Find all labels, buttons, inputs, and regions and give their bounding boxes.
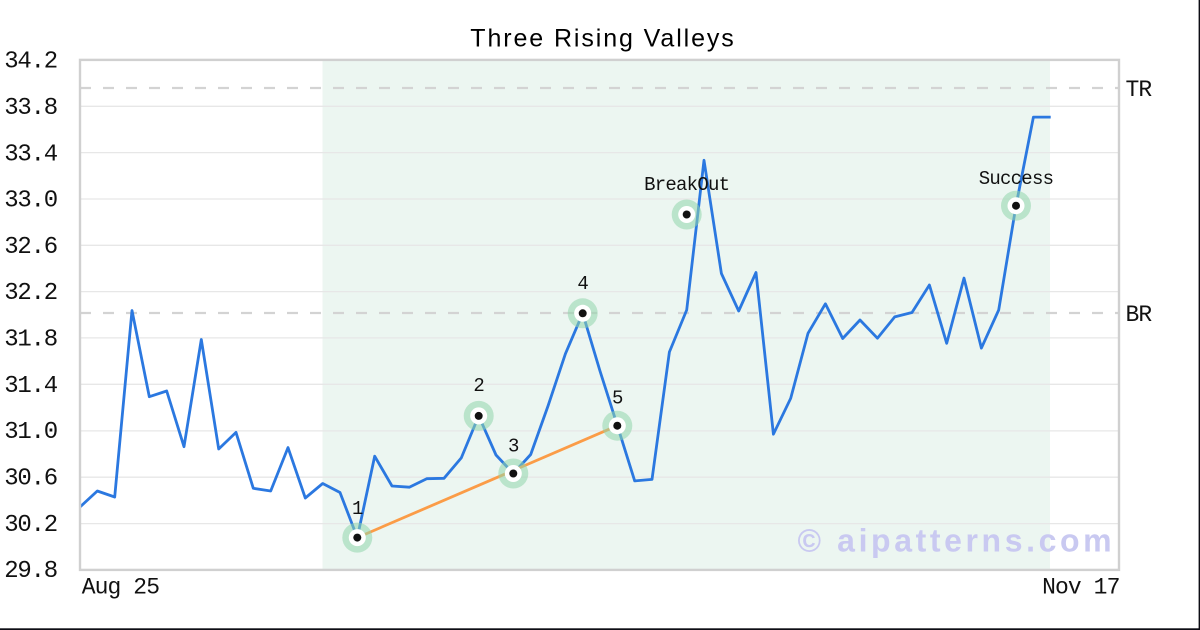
svg-text:BreakOut: BreakOut	[644, 174, 729, 196]
svg-text:3: 3	[508, 436, 519, 458]
svg-text:29.8: 29.8	[4, 558, 57, 585]
svg-text:31.4: 31.4	[4, 373, 58, 400]
svg-text:31.8: 31.8	[4, 327, 57, 354]
svg-text:BR: BR	[1126, 302, 1153, 328]
svg-text:Three Rising Valleys: Three Rising Valleys	[470, 25, 735, 53]
svg-text:Success: Success	[979, 168, 1054, 190]
svg-text:32.6: 32.6	[4, 234, 57, 261]
svg-text:34.2: 34.2	[4, 49, 57, 76]
svg-text:1: 1	[352, 498, 363, 520]
svg-text:33.8: 33.8	[4, 95, 57, 122]
svg-text:30.6: 30.6	[4, 466, 57, 493]
svg-text:2: 2	[473, 375, 484, 397]
svg-text:31.0: 31.0	[4, 419, 57, 446]
svg-text:33.0: 33.0	[4, 188, 57, 215]
svg-text:4: 4	[577, 273, 588, 295]
svg-text:Aug 25: Aug 25	[82, 575, 160, 601]
svg-text:© aipatterns.com: © aipatterns.com	[798, 523, 1116, 559]
svg-text:5: 5	[612, 388, 623, 410]
svg-text:30.2: 30.2	[4, 512, 57, 539]
svg-text:33.4: 33.4	[4, 141, 58, 168]
svg-text:TR: TR	[1126, 77, 1153, 103]
svg-text:32.2: 32.2	[4, 280, 57, 307]
svg-text:Nov 17: Nov 17	[1042, 575, 1119, 601]
